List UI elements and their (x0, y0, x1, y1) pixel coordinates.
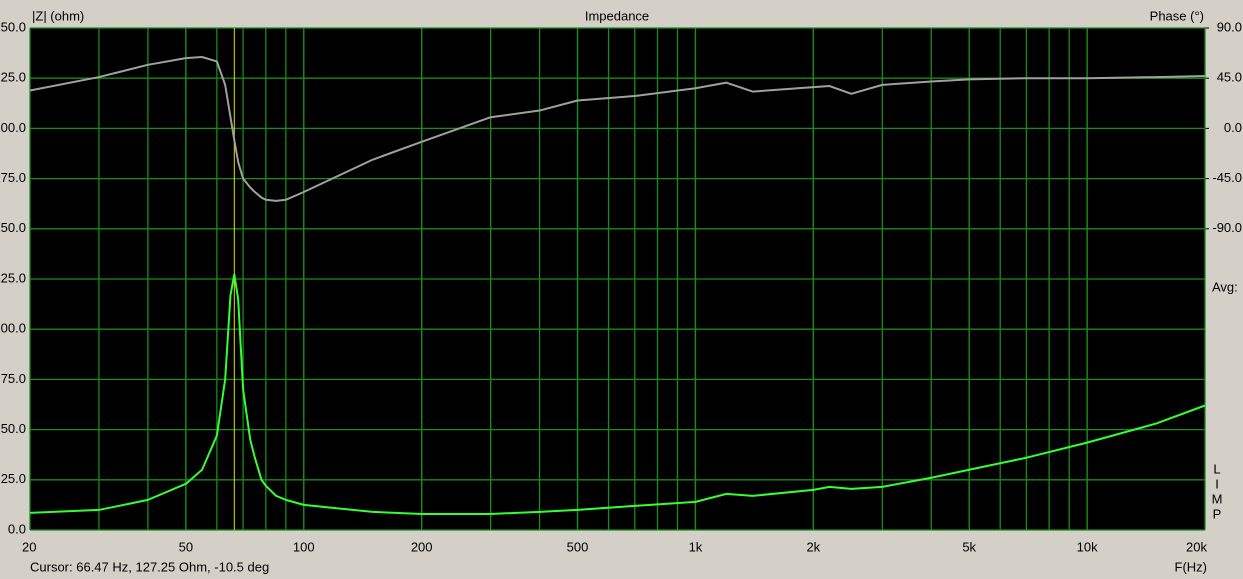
y-tick-label: 200.0 (0, 120, 26, 135)
series-line (29, 56, 1206, 202)
y2-axis-label: Phase (°) (1150, 8, 1204, 23)
y2-tick-label: 0.0 (1224, 120, 1242, 135)
side-letter: P (1213, 506, 1222, 521)
chart-title: Impedance (585, 8, 649, 23)
side-letter: I (1215, 476, 1219, 491)
y-tick-label: 100.0 (0, 321, 26, 336)
x-tick-label: 5k (962, 539, 976, 554)
x-tick-label: 100 (293, 539, 315, 554)
x-tick-label: 500 (567, 539, 589, 554)
y-axis-label: |Z| (ohm) (32, 8, 84, 23)
cursor-readout: Cursor: 66.47 Hz, 127.25 Ohm, -10.5 deg (30, 559, 269, 574)
x-tick-label: 2k (806, 539, 820, 554)
x-tick-label: 200 (411, 539, 433, 554)
series-line (29, 273, 1206, 515)
x-tick-label: 20k (1186, 539, 1207, 554)
x-tick-label: 10k (1077, 539, 1098, 554)
y-tick-label: 175.0 (0, 170, 26, 185)
y-tick-label: 150.0 (0, 220, 26, 235)
x-tick-label: 20 (22, 539, 36, 554)
y-tick-label: 125.0 (0, 270, 26, 285)
x-tick-label: 1k (689, 539, 703, 554)
y-tick-label: 0.0 (8, 521, 26, 536)
side-letter: M (1212, 491, 1223, 506)
y-tick-label: 225.0 (0, 70, 26, 85)
x-tick-label: 50 (179, 539, 193, 554)
y-tick-label: 50.0 (1, 421, 26, 436)
y2-tick-label: -90.0 (1212, 220, 1242, 235)
y-tick-label: 25.0 (1, 471, 26, 486)
y2-tick-label: 45.0 (1217, 70, 1242, 85)
y-tick-label: 75.0 (1, 371, 26, 386)
y2-tick-label: 90.0 (1217, 19, 1242, 34)
y-tick-label: 250.0 (0, 19, 26, 34)
side-letter: L (1213, 461, 1220, 476)
avg-label: Avg: (1212, 279, 1238, 294)
y2-tick-label: -45.0 (1212, 170, 1242, 185)
x-axis-label: F(Hz) (1175, 559, 1208, 574)
